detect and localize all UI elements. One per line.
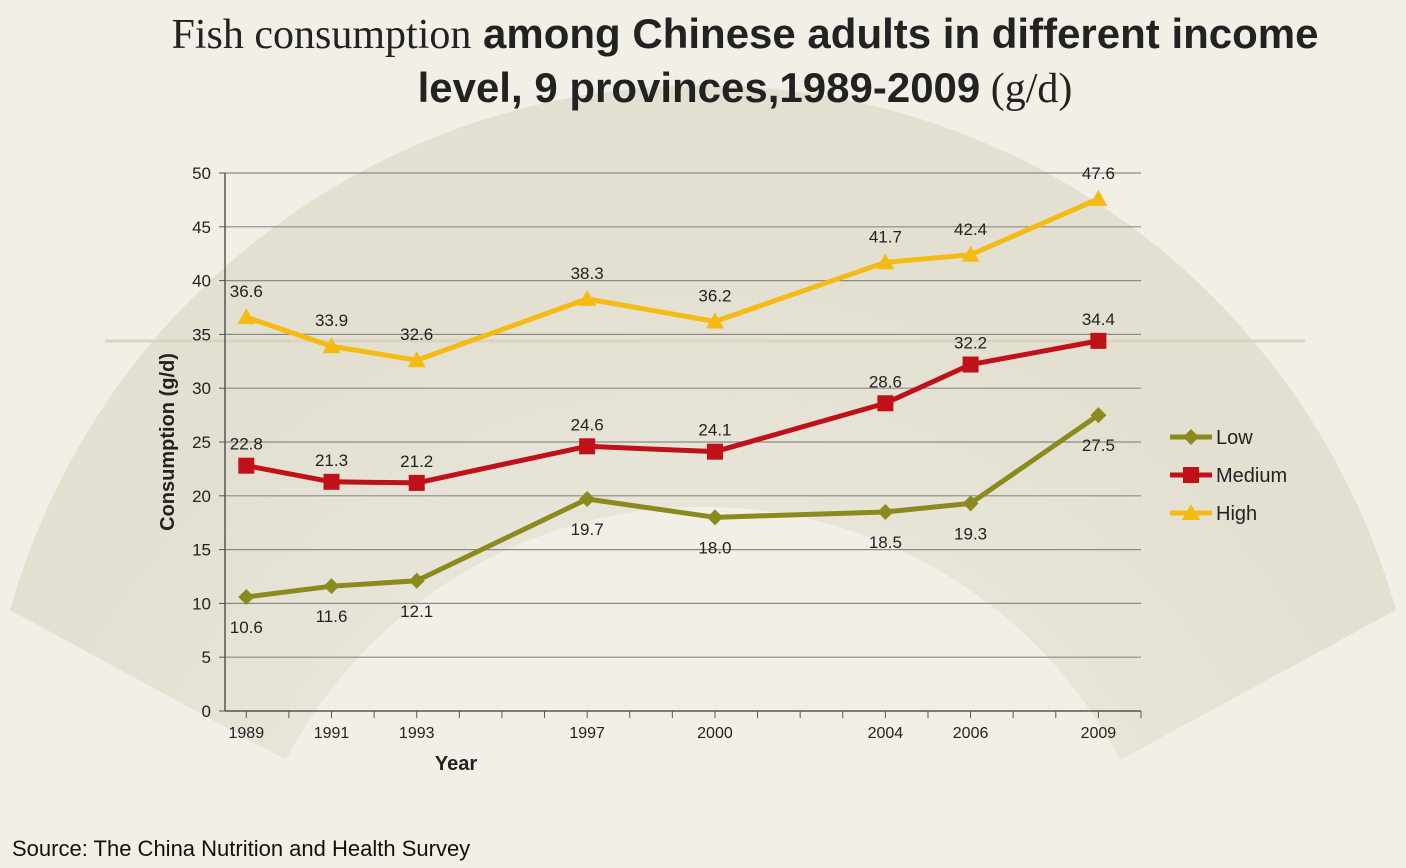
data-point-low: [579, 491, 596, 508]
data-label-low: 18.0: [698, 538, 731, 557]
data-label-medium: 21.3: [315, 451, 348, 470]
data-point-low: [1090, 407, 1107, 424]
series-line-medium: [245, 338, 1099, 486]
data-label-high: 36.6: [230, 282, 263, 301]
data-label-high: 41.7: [869, 227, 902, 246]
legend-label-high: High: [1216, 503, 1257, 525]
data-label-high: 32.6: [400, 325, 433, 344]
source-note: Source: The China Nutrition and Health S…: [12, 836, 471, 861]
y-tick-label: 30: [192, 379, 211, 398]
y-tick-label: 10: [192, 594, 211, 613]
y-tick-label: 0: [202, 702, 211, 721]
x-tick-label: 1989: [229, 725, 265, 742]
data-label-medium: 24.6: [571, 415, 604, 434]
data-point-medium: [877, 395, 894, 412]
x-tick-label: 1991: [314, 725, 350, 742]
data-point-high: [407, 351, 426, 368]
data-point-high: [322, 337, 341, 354]
y-tick-label: 45: [192, 218, 211, 237]
data-label-low: 18.5: [869, 533, 902, 552]
legend-marker-low: [1183, 429, 1199, 445]
x-axis-title: Year: [435, 753, 477, 775]
y-axis-title: Consumption (g/d): [157, 353, 179, 531]
data-point-medium: [238, 457, 255, 474]
title-line2-bold: level, 9 provinces,1989-2009: [417, 64, 981, 111]
data-point-low: [706, 509, 723, 526]
data-label-medium: 34.4: [1082, 310, 1115, 329]
series-line-high: [245, 196, 1100, 363]
data-point-high: [961, 245, 980, 262]
data-point-low: [238, 588, 255, 605]
x-tick-label: 2009: [1081, 725, 1117, 742]
legend-label-medium: Medium: [1216, 465, 1287, 487]
data-label-high: 47.6: [1082, 164, 1115, 183]
series-line-low: [245, 413, 1100, 600]
data-point-high: [578, 289, 597, 306]
data-point-low: [323, 578, 340, 595]
data-point-low: [408, 572, 425, 589]
data-label-high: 38.3: [571, 264, 604, 283]
data-label-high: 42.4: [954, 220, 987, 239]
y-tick-label: 50: [192, 164, 211, 183]
data-point-high: [705, 312, 724, 329]
title-part-serif: Fish consumption: [171, 12, 472, 58]
data-point-low: [962, 495, 979, 512]
title-unit: (g/d): [980, 66, 1073, 112]
data-point-medium: [408, 474, 425, 491]
data-label-medium: 32.2: [954, 334, 987, 353]
data-label-low: 12.1: [400, 602, 433, 621]
data-label-high: 33.9: [315, 311, 348, 330]
data-point-high: [1089, 189, 1108, 206]
data-label-medium: 21.2: [400, 452, 433, 471]
x-tick-label: 2000: [697, 725, 733, 742]
data-point-medium: [579, 438, 596, 455]
y-tick-label: 35: [192, 325, 211, 344]
data-label-low: 27.5: [1082, 436, 1115, 455]
data-label-low: 19.3: [954, 524, 987, 543]
x-tick-label: 2006: [953, 725, 989, 742]
data-point-medium: [706, 443, 723, 460]
legend-marker-high: [1182, 504, 1200, 520]
data-point-high: [237, 308, 256, 325]
y-tick-label: 20: [192, 487, 211, 506]
data-label-medium: 24.1: [698, 421, 731, 440]
legend-marker-medium: [1183, 467, 1199, 483]
chart-title-line-2: level, 9 provinces,1989-2009 (g/d): [130, 64, 1360, 113]
data-label-medium: 22.8: [230, 435, 263, 454]
y-tick-label: 40: [192, 272, 211, 291]
x-tick-label: 1997: [569, 725, 605, 742]
data-label-low: 11.6: [316, 607, 348, 626]
chart-title-line-1: Fish consumption among Chinese adults in…: [130, 10, 1360, 59]
x-tick-label: 1993: [399, 725, 435, 742]
data-point-medium: [962, 356, 979, 373]
legend-label-low: Low: [1216, 427, 1253, 449]
data-label-low: 10.6: [230, 618, 263, 637]
y-tick-label: 5: [202, 648, 211, 667]
y-tick-label: 15: [192, 541, 211, 560]
data-label-low: 19.7: [571, 520, 604, 539]
title-part-bold: among Chinese adults in different income: [471, 10, 1319, 57]
data-label-medium: 28.6: [869, 372, 902, 391]
data-point-medium: [1090, 332, 1107, 349]
y-tick-label: 25: [192, 433, 211, 452]
x-tick-label: 2004: [868, 725, 904, 742]
data-point-low: [877, 503, 894, 520]
data-point-high: [876, 253, 895, 270]
data-label-high: 36.2: [698, 286, 731, 305]
data-point-medium: [323, 473, 340, 490]
